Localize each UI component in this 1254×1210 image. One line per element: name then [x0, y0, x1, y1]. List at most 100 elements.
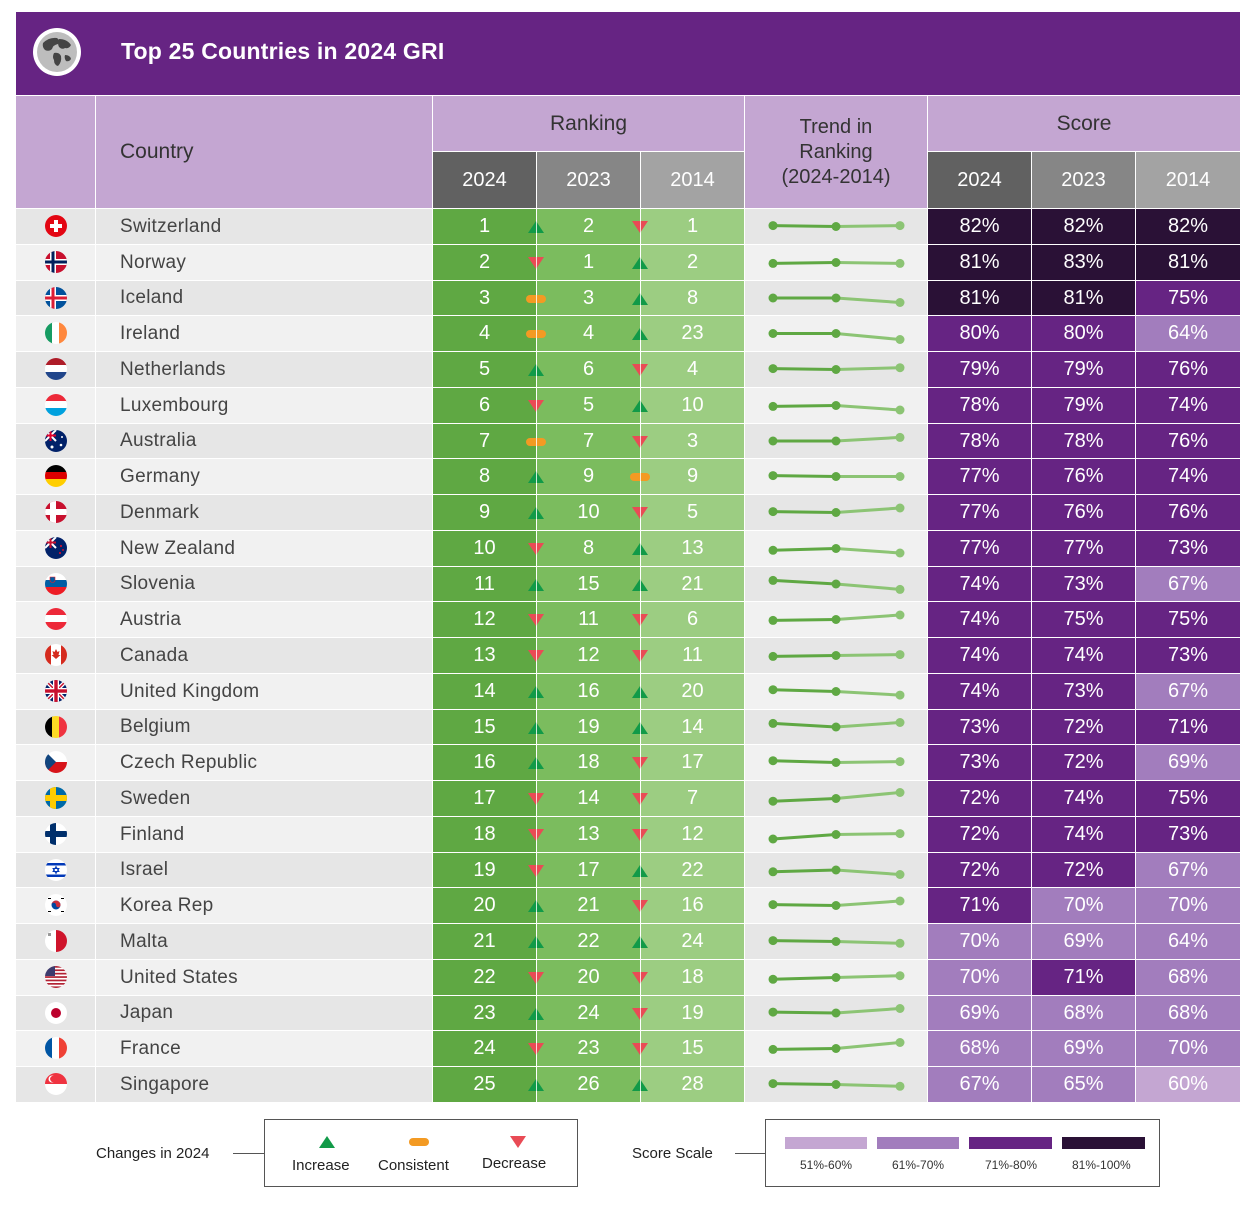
- trend-segment: [772, 510, 837, 514]
- rank-2024: 16: [433, 745, 536, 780]
- flag-cell: [16, 245, 95, 280]
- trend-sparkline: [745, 352, 927, 387]
- trend-sparkline: [745, 710, 927, 744]
- score-2014: 75%: [1136, 281, 1240, 315]
- trend-point: [895, 432, 905, 442]
- trend-segment: [835, 506, 901, 514]
- header-score: Score: [928, 96, 1240, 151]
- score-2014: 82%: [1136, 209, 1240, 244]
- trend-point: [831, 1044, 841, 1053]
- trend-segment: [772, 261, 837, 265]
- trend-point: [768, 471, 778, 481]
- trend-sparkline: [745, 209, 927, 244]
- trend-point: [895, 258, 905, 268]
- rank-2023: 20: [537, 960, 640, 995]
- flag-cell: [16, 316, 95, 351]
- trend-point: [768, 974, 778, 984]
- country-name: Czech Republic: [96, 745, 432, 780]
- country-name: Austria: [96, 602, 432, 637]
- country-name: Canada: [96, 638, 432, 673]
- header-rank-2024: 2024: [433, 152, 536, 208]
- header-score-2024: 2024: [928, 152, 1031, 208]
- score-2023: 82%: [1032, 209, 1135, 244]
- globe-icon: [33, 28, 81, 76]
- table-row: Luxembourg 6 5 10 78% 79% 74%: [16, 388, 1240, 423]
- score-2023: 79%: [1032, 352, 1135, 387]
- trend-segment: [772, 868, 837, 874]
- rank-2014: 2: [641, 245, 744, 280]
- score-2023: 72%: [1032, 745, 1135, 780]
- country-name: Luxembourg: [96, 388, 432, 423]
- rank-2023: 22: [537, 924, 640, 959]
- table-row: Switzerland 1 2 1 82% 82% 82%: [16, 209, 1240, 244]
- rank-2023: 2: [537, 209, 640, 244]
- table-row: Norway 2 1 2 81% 83% 81%: [16, 245, 1240, 280]
- trend-segment: [772, 721, 837, 729]
- trend-sparkline: [745, 960, 927, 995]
- rank-2024: 17: [433, 781, 536, 816]
- country-name: Iceland: [96, 281, 432, 315]
- scale-label-71-80: 71%-80%: [985, 1158, 1038, 1172]
- score-2024: 81%: [928, 245, 1031, 280]
- trend-segment: [835, 653, 901, 657]
- rank-2024: 15: [433, 710, 536, 744]
- rank-2024: 9: [433, 495, 536, 530]
- trend-point: [768, 900, 778, 910]
- trend-segment: [835, 1083, 901, 1088]
- trend-point: [831, 687, 841, 696]
- country-name: Malta: [96, 924, 432, 959]
- trend-point: [831, 973, 841, 982]
- country-name: Belgium: [96, 710, 432, 744]
- trend-segment: [835, 832, 901, 836]
- trend-point: [831, 401, 841, 410]
- country-name: Australia: [96, 424, 432, 458]
- table-row: Austria 12 11 6 74% 75% 75%: [16, 602, 1240, 637]
- rank-2023: 21: [537, 888, 640, 923]
- rank-2024: 25: [433, 1067, 536, 1102]
- scale-swatch-51-60: [785, 1137, 867, 1149]
- rank-2014: 9: [641, 459, 744, 494]
- table-row: United States 22 20 18 70% 71% 68%: [16, 960, 1240, 995]
- table-row: Sweden 17 14 7 72% 74% 75%: [16, 781, 1240, 816]
- score-2024: 67%: [928, 1067, 1031, 1102]
- trend-point: [895, 938, 905, 948]
- trend-point: [768, 1007, 778, 1017]
- trend-point: [768, 258, 778, 268]
- rank-2023: 3: [537, 281, 640, 315]
- trend-segment: [835, 760, 901, 764]
- score-2023: 72%: [1032, 710, 1135, 744]
- flag-cell: [16, 352, 95, 387]
- trend-segment: [835, 547, 901, 555]
- trend-point: [895, 718, 905, 727]
- trend-segment: [772, 404, 837, 408]
- trend-segment: [772, 654, 837, 658]
- table-row: Ireland 4 4 23 80% 80% 64%: [16, 316, 1240, 351]
- united-kingdom-flag-icon: [45, 680, 67, 702]
- trend-point: [831, 329, 841, 338]
- rank-2014: 17: [641, 745, 744, 780]
- score-2014: 64%: [1136, 924, 1240, 959]
- rank-2023: 10: [537, 495, 640, 530]
- trend-point: [831, 579, 841, 589]
- country-name: Denmark: [96, 495, 432, 530]
- luxembourg-flag-icon: [45, 394, 67, 416]
- trend-sparkline: [745, 495, 927, 530]
- czech-republic-flag-icon: [45, 751, 67, 773]
- rank-2023: 12: [537, 638, 640, 673]
- score-2014: 70%: [1136, 1031, 1240, 1066]
- trend-segment: [835, 296, 901, 304]
- trend-point: [895, 584, 905, 594]
- slovenia-flag-icon: [45, 573, 67, 595]
- trend-segment: [835, 899, 901, 907]
- norway-flag-icon: [45, 251, 67, 273]
- score-2024: 74%: [928, 567, 1031, 601]
- score-scale-connector: [735, 1153, 765, 1154]
- flag-cell: [16, 888, 95, 923]
- header-rank-2023: 2023: [537, 152, 640, 208]
- trend-point: [831, 901, 841, 910]
- rank-2024: 23: [433, 996, 536, 1030]
- trend-segment: [835, 224, 901, 228]
- ireland-flag-icon: [45, 322, 67, 344]
- table-row: France 24 23 15 68% 69% 70%: [16, 1031, 1240, 1066]
- trend-segment: [835, 366, 901, 371]
